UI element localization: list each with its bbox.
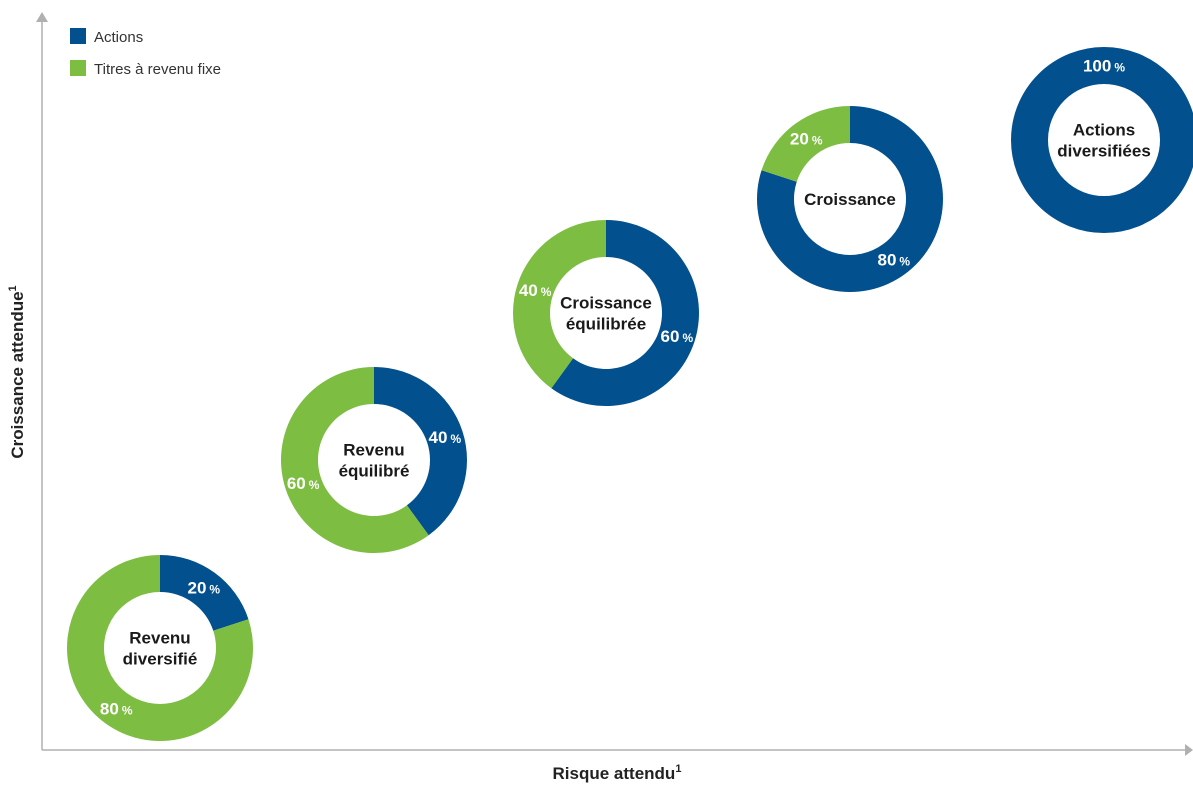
donut-3-label-actions: 60% [661,327,694,346]
donut-4-label-actions-sign: % [899,254,910,268]
donut-3-label-fixed-income: 40% [519,281,552,300]
legend: Actions Titres à revenu fixe [70,28,221,78]
donut-4-label-fixed-income: 20% [790,130,823,149]
donut-3-label-actions-sign: % [682,331,693,345]
donut-1-label-fixed-income: 80% [100,699,133,718]
donut-4-slice-actions [757,106,944,293]
donut-3-name-line-2: équilibrée [566,315,646,334]
donut-3-label-fixed-income-value: 40 [519,281,538,300]
donut-1-name-line-2: diversifié [123,650,198,669]
donut-3-label-actions-value: 60 [661,327,680,346]
donut-5-name-line-2: diversifiées [1057,142,1151,161]
donut-5-label-actions-value: 100 [1083,57,1111,76]
donut-5-label-actions: 100% [1083,57,1125,76]
y-axis-arrow [36,12,48,22]
donut-5-slice-actions [1011,47,1193,233]
donut-1-label-fixed-income-sign: % [122,703,133,717]
donut-2-name-line-2: équilibré [339,462,410,481]
donut-4-label-fixed-income-value: 20 [790,130,809,149]
donut-5-name-line-1: Actions [1073,121,1135,140]
legend-item-fixed-income: Titres à revenu fixe [70,60,221,78]
legend-item-actions: Actions [70,28,143,46]
y-axis-title: Croissance attendue1 [7,285,27,458]
donut-1-slice-actions [160,555,249,631]
donut-4: 80 %20 %Croissance [757,106,944,293]
x-axis-title: Risque attendu1 [553,763,682,783]
donut-3-name-line-1: Croissance [560,294,652,313]
donut-3-slice-actions [551,220,700,406]
donut-4-label-actions-value: 80 [877,250,896,269]
donut-2-label-actions-value: 40 [429,428,448,447]
donut-2-slice-fixed-income [281,367,429,553]
legend-label-fixed-income: Titres à revenu fixe [94,61,221,78]
donut-2-label-fixed-income: 60% [287,474,320,493]
donut-2-label-fixed-income-sign: % [309,478,320,492]
donut-2-label-actions: 40% [429,428,462,447]
legend-swatch-fixed-income [70,60,86,76]
x-axis-title-text: Risque attendu [553,764,676,783]
x-axis-title-sup: 1 [675,763,681,775]
donut-3-label-fixed-income-sign: % [541,285,552,299]
donut-4-label-actions: 80% [877,250,910,269]
donut-1-label-actions-value: 20 [187,579,206,598]
donut-1-slice-fixed-income [67,555,253,741]
donut-1-label-fixed-income-value: 80 [100,699,119,718]
donut-4-label-fixed-income-sign: % [812,134,823,148]
donut-1-label-actions-sign: % [209,583,220,597]
donut-2-name-line-1: Revenu [343,441,404,460]
donut-4-slice-fixed-income [761,106,850,182]
donut-5: 100 % Actions diversifiées [1011,47,1193,233]
donut-3-slice-fixed-income [513,220,606,389]
y-axis-title-text: Croissance attendue [8,291,27,458]
donut-4-name-line-1: Croissance [804,190,896,209]
y-axis-title-sup: 1 [7,285,19,291]
donut-2-label-fixed-income-value: 60 [287,474,306,493]
donut-5-label-actions-sign: % [1114,61,1125,75]
donut-1-name-line-1: Revenu [129,629,190,648]
donut-1-label-actions: 20% [187,579,220,598]
x-axis-arrow [1185,744,1193,756]
legend-label-actions: Actions [94,29,143,46]
legend-swatch-actions [70,28,86,44]
donut-2-slice-actions [374,367,468,536]
donut-2-label-actions-sign: % [450,432,461,446]
